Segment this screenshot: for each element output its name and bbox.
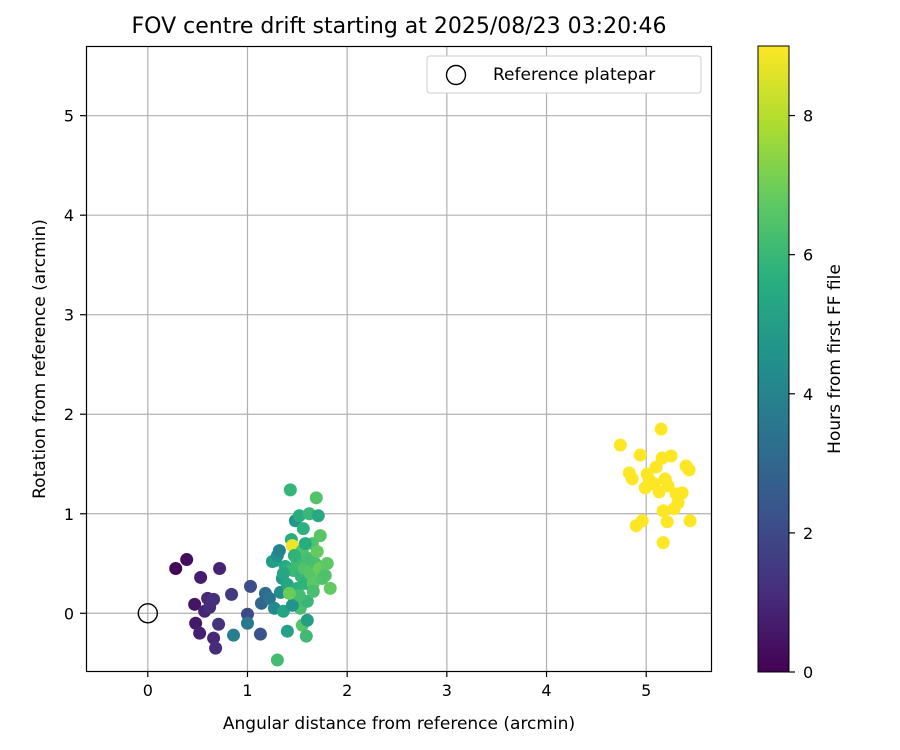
x-axis-ticks: 0 1 2 3 4 5: [143, 671, 651, 700]
data-point: [194, 570, 208, 584]
data-point: [240, 607, 254, 621]
data-point: [309, 491, 323, 505]
data-point: [635, 514, 649, 528]
data-point: [193, 626, 207, 640]
legend: Reference platepar: [426, 55, 702, 94]
y-axis-label: Rotation from reference (arcmin): [30, 219, 50, 499]
data-point: [207, 592, 221, 606]
data-point: [243, 579, 257, 593]
data-point: [292, 588, 306, 602]
data-point: [299, 629, 313, 643]
data-point: [180, 553, 194, 567]
colorbar-label: Hours from first FF file: [825, 264, 845, 454]
colorbar-tick-label: 2: [803, 524, 813, 543]
y-tick-label: 2: [64, 405, 74, 424]
data-point: [320, 557, 334, 571]
data-points: [169, 422, 697, 667]
data-point: [292, 509, 306, 523]
reference-marker: [137, 603, 159, 624]
data-point: [306, 584, 320, 598]
data-point: [227, 628, 241, 642]
data-point: [683, 514, 697, 528]
data-point: [280, 624, 294, 638]
data-point: [285, 598, 299, 612]
data-point: [283, 483, 297, 497]
legend-marker: [445, 64, 467, 86]
y-tick-label: 4: [64, 206, 74, 225]
data-point: [270, 653, 284, 667]
colorbar-tick-label: 6: [803, 246, 813, 265]
y-tick-label: 0: [64, 604, 74, 623]
data-point: [262, 591, 276, 605]
colorbar-ticks: 0 2 4 6 8: [789, 107, 813, 682]
data-point: [212, 617, 226, 631]
data-point: [287, 549, 301, 563]
x-tick-label: 5: [641, 681, 651, 700]
data-point: [213, 561, 227, 575]
data-point: [625, 472, 639, 486]
y-tick-label: 5: [64, 107, 74, 126]
data-point: [300, 613, 314, 627]
data-point: [310, 545, 324, 559]
data-point: [169, 561, 183, 575]
data-point: [656, 536, 670, 550]
data-point: [313, 529, 327, 543]
y-tick-label: 1: [64, 505, 74, 524]
data-point: [654, 422, 668, 436]
data-point: [296, 522, 310, 536]
data-point: [660, 515, 674, 529]
data-point: [318, 568, 332, 582]
data-point: [285, 539, 299, 553]
x-tick-label: 4: [541, 681, 551, 700]
reference-point: [137, 603, 159, 624]
legend-box: [426, 55, 702, 94]
x-axis-label: Angular distance from reference (arcmin): [223, 714, 575, 734]
colorbar-gradient: [757, 45, 790, 673]
data-point: [664, 449, 678, 463]
y-tick-label: 3: [64, 306, 74, 325]
data-point: [282, 586, 296, 600]
data-point: [272, 544, 286, 558]
grid: [86, 46, 711, 671]
data-point: [298, 537, 312, 551]
data-point: [225, 587, 239, 601]
data-point: [311, 509, 325, 523]
x-tick-label: 3: [442, 681, 452, 700]
data-point: [671, 496, 685, 510]
colorbar-tick-label: 8: [803, 107, 813, 126]
data-point: [253, 627, 267, 641]
legend-label: Reference platepar: [493, 65, 655, 85]
data-point: [675, 486, 689, 500]
data-point: [189, 616, 203, 630]
x-tick-label: 2: [342, 681, 352, 700]
data-point: [613, 438, 627, 452]
colorbar-tick-label: 4: [803, 385, 813, 404]
data-point: [276, 566, 290, 580]
colorbar: 0 2 4 6 8 Hours from first FF file: [757, 45, 845, 682]
data-point: [209, 641, 223, 655]
data-point: [188, 597, 202, 611]
plot-frame: [85, 45, 713, 673]
data-point: [656, 504, 670, 518]
x-tick-label: 0: [143, 681, 153, 700]
x-tick-label: 1: [242, 681, 252, 700]
data-point: [323, 581, 337, 595]
data-point: [633, 448, 647, 462]
chart-title: FOV centre drift starting at 2025/08/23 …: [132, 14, 667, 39]
data-point: [682, 463, 696, 477]
data-point: [661, 479, 675, 493]
y-axis-ticks: 0 1 2 3 4 5: [64, 107, 86, 623]
data-point: [207, 631, 221, 645]
colorbar-tick-label: 0: [803, 663, 813, 682]
data-point: [240, 616, 254, 630]
